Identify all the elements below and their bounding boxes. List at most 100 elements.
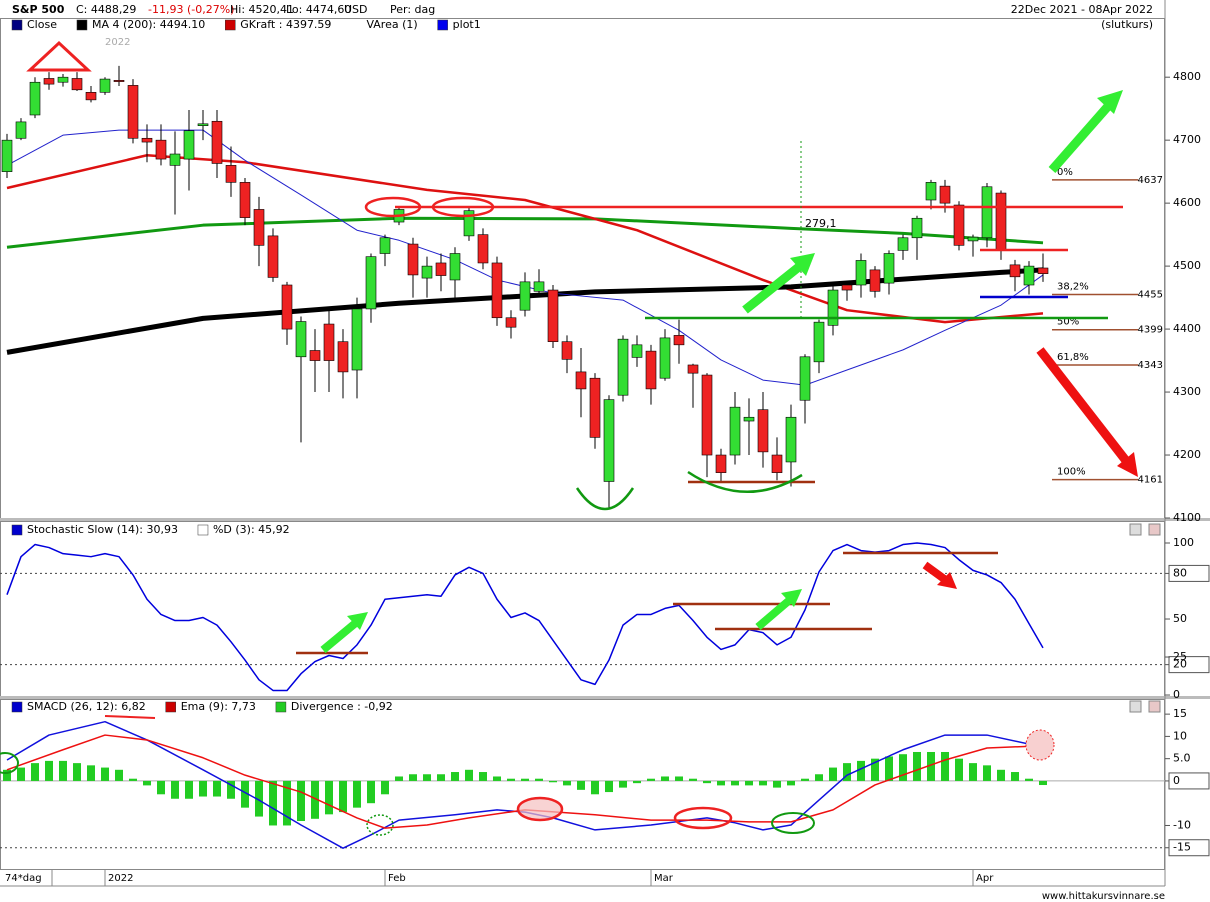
candle-body [883,253,895,284]
candle-body [29,81,41,116]
histogram-bar [1025,778,1033,781]
histogram-bar [493,776,501,781]
legend-label: %D (3): 45,92 [213,523,290,536]
histogram-bar [885,756,893,781]
tick-box [1168,839,1210,857]
histogram-bar [913,751,921,781]
histogram-bar [801,778,809,781]
arrow-head [1117,452,1138,477]
candle-body [15,121,27,139]
histogram-bar [31,763,39,781]
candle-body [127,85,139,139]
histogram-bar [563,780,571,786]
y-tick-label: 80 [1173,566,1187,579]
histogram-bar [829,767,837,781]
x-tick-label: Feb [388,873,406,884]
histogram-bar [227,780,235,799]
candle-body [715,454,727,473]
histogram-bar [479,772,487,781]
fib-price: 4399 [1138,325,1163,336]
candle-body [645,350,657,390]
candle-body [631,344,643,358]
legend-label: MA 4 (200): 4494.10 [92,18,205,31]
histogram-bar [773,780,781,788]
candle-body [953,204,965,246]
tick-box [1168,772,1210,790]
legend-swatch [76,19,88,31]
histogram-bar [647,778,655,781]
panel-separator [0,696,1210,699]
legend-swatch [165,701,176,713]
arrow-head [781,589,802,607]
histogram-bar [633,780,641,784]
histogram-bar [787,780,795,786]
y-tick-label: 5.0 [1173,752,1191,765]
line [6,542,1044,692]
histogram-bar [409,774,417,781]
panel-close[interactable] [1148,523,1161,536]
candle-body [547,289,559,342]
tick-box [1168,656,1210,674]
legend-swatch [197,524,209,536]
histogram-bar [969,763,977,781]
histogram-bar [311,780,319,819]
histogram-bar [1039,780,1047,786]
histogram-bar [45,760,53,781]
candle-body [99,78,111,93]
legend-swatch [11,19,23,31]
panel-icon[interactable] [1129,523,1142,536]
candle-body [169,153,181,166]
candle-body [1,139,13,172]
fib-percent: 0% [1057,167,1073,178]
y-tick-label: 50 [1173,612,1187,625]
candle-body [617,338,629,396]
candle-body [43,78,55,85]
fib-percent: 38,2% [1057,281,1089,292]
candle-body [155,139,167,160]
arrow [922,561,950,585]
histogram-bar [731,780,739,786]
histogram-bar [815,774,823,781]
histogram-bar [73,763,81,781]
arrow [1048,101,1114,173]
candle-body [799,356,811,401]
candle-body [701,374,713,456]
candle-body [911,217,923,239]
bar-count: 74*dag [5,873,42,884]
double-arrow [104,715,156,719]
y-tick-label: 100 [1173,536,1194,549]
y-tick-label: 4800 [1173,70,1201,83]
y-tick-label: 20 [1173,658,1187,671]
histogram-bar [353,780,361,808]
arrow-head [937,572,957,589]
circle [1025,729,1055,761]
histogram-bar [367,780,375,804]
y-tick-label: 25 [1173,650,1187,663]
histogram-bar [395,776,403,781]
legend-label: GKraft : 4397.59 [240,18,331,31]
histogram-bar [87,765,95,781]
candle-body [589,377,601,438]
panel-close[interactable] [1148,700,1161,713]
histogram-bar [101,767,109,781]
panel-icon[interactable] [1129,700,1142,713]
candle-body [897,237,909,251]
y-tick-label: 4100 [1173,511,1201,524]
histogram-bar [619,780,627,788]
y-tick-label: 4600 [1173,196,1201,209]
candle-body [449,253,461,281]
candle-body [267,235,279,278]
y-tick-label: 4400 [1173,322,1201,335]
top-triangle [26,40,92,72]
candle-body [855,260,867,286]
fib-percent: 50% [1057,317,1079,328]
legend-swatch [225,19,236,31]
fib-price: 4343 [1138,360,1163,371]
symbol: S&P 500 [12,3,65,16]
histogram-bar [423,774,431,781]
price-type: (slutkurs) [1101,18,1153,31]
histogram-bar [521,778,529,781]
candle-body [141,137,153,143]
legend-label: Ema (9): 7,73 [181,700,256,713]
histogram-bar [717,780,725,786]
